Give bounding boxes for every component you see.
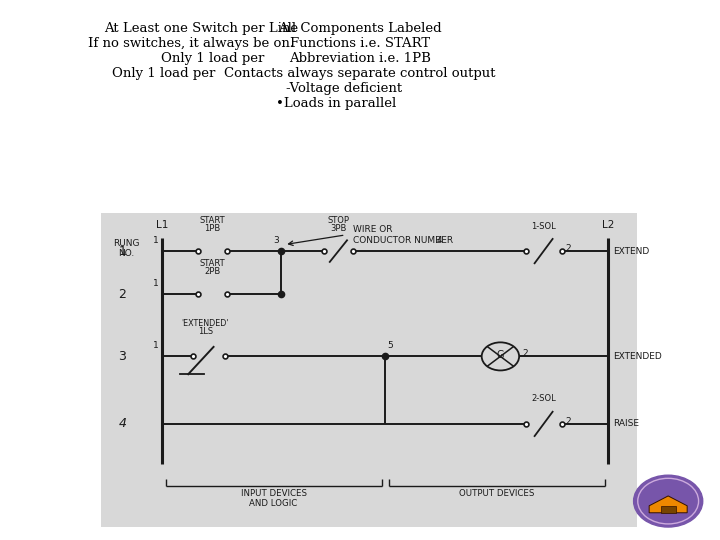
Text: 2: 2 <box>523 349 528 358</box>
Text: 1-SOL: 1-SOL <box>531 221 556 231</box>
Text: RUNG
NO.: RUNG NO. <box>113 239 139 258</box>
Text: 3: 3 <box>119 350 126 363</box>
Polygon shape <box>660 507 676 513</box>
Text: 3PB: 3PB <box>330 224 346 233</box>
Text: 4: 4 <box>118 417 127 430</box>
Text: •Loads in parallel: •Loads in parallel <box>276 97 397 110</box>
Text: 1: 1 <box>153 235 158 245</box>
Text: Functions i.e. START: Functions i.e. START <box>290 37 430 50</box>
Text: Contacts always separate control output: Contacts always separate control output <box>224 67 496 80</box>
Text: At Least one Switch per Line: At Least one Switch per Line <box>104 22 299 35</box>
Text: 3: 3 <box>273 235 279 245</box>
Text: OUTPUT DEVICES: OUTPUT DEVICES <box>459 489 534 498</box>
Text: EXTEND: EXTEND <box>613 247 649 255</box>
Text: 4: 4 <box>436 235 442 245</box>
Text: 1LS: 1LS <box>197 327 213 336</box>
Text: 2: 2 <box>565 417 571 426</box>
Circle shape <box>634 475 703 527</box>
Text: G: G <box>497 350 504 360</box>
Polygon shape <box>649 496 687 513</box>
Text: INPUT DEVICES
AND LOGIC: INPUT DEVICES AND LOGIC <box>240 489 307 508</box>
Text: -Voltage deficient: -Voltage deficient <box>286 82 402 95</box>
Text: RAISE: RAISE <box>613 420 639 428</box>
Text: 1: 1 <box>119 245 126 258</box>
Text: 1PB: 1PB <box>204 224 220 233</box>
Text: If no switches, it always be on.: If no switches, it always be on. <box>88 37 294 50</box>
Text: EXTENDED: EXTENDED <box>613 352 662 361</box>
Text: Only 1 load per: Only 1 load per <box>112 67 216 80</box>
Text: 1: 1 <box>153 279 158 288</box>
Text: STOP: STOP <box>328 216 349 225</box>
Text: 2: 2 <box>119 288 126 301</box>
Text: 2: 2 <box>565 244 571 253</box>
Bar <box>101 213 637 526</box>
Text: START: START <box>199 259 225 268</box>
Text: 2PB: 2PB <box>204 267 220 276</box>
Text: 1: 1 <box>153 341 158 350</box>
Text: START: START <box>199 216 225 225</box>
Text: 5: 5 <box>387 341 393 350</box>
Text: WIRE OR
CONDUCTOR NUMBER: WIRE OR CONDUCTOR NUMBER <box>353 225 453 245</box>
Text: L1: L1 <box>156 220 168 230</box>
Text: All Components Labeled: All Components Labeled <box>278 22 442 35</box>
Text: Abbreviation i.e. 1PB: Abbreviation i.e. 1PB <box>289 52 431 65</box>
Text: 'EXTENDED': 'EXTENDED' <box>181 319 229 328</box>
Text: Only 1 load per: Only 1 load per <box>161 52 264 65</box>
Text: L2: L2 <box>602 220 615 230</box>
Text: 2-SOL: 2-SOL <box>531 394 556 403</box>
